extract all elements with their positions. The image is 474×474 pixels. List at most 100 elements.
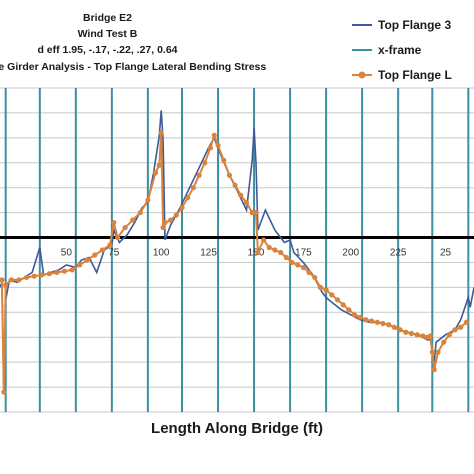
series-top-flange-l-point [463,319,470,325]
series-top-flange-l-point [158,130,164,136]
series-top-flange-l-point [111,219,117,226]
series-top-flange-l-point [173,212,179,218]
series-top-flange-l-point [397,327,403,333]
series-top-flange-l-point [351,312,358,318]
series-top-flange-l-point [54,269,60,276]
x-tick-label: 175 [295,248,312,259]
series-top-flange-l-point [137,210,143,216]
series-top-flange-l-point [69,267,75,273]
series-top-flange-l-point [46,271,52,277]
series-top-flange-l-point [99,247,105,253]
legend-entry-top-flange-l: Top Flange L [378,68,452,82]
x-tick-label: 225 [390,248,407,259]
series-top-flange-l-point [232,182,238,188]
series-top-flange-l-point [31,273,37,279]
series-top-flange-l-point [3,282,9,288]
series-top-flange-l-point [300,264,306,271]
series-top-flange-l-point [346,307,352,313]
series-top-flange-l-point [0,277,5,283]
series-top-flange-l-point [323,287,329,293]
series-top-flange-l-point [107,242,113,248]
series-top-flange-l-point [243,200,250,206]
series-top-flange-l-point [340,302,346,308]
series-top-flange-l-point [329,292,335,298]
series-top-flange-l-point [145,197,151,203]
chart-title-line-2: Wind Test B [77,28,138,40]
series-top-flange-l-point [84,257,90,263]
series-top-flange-l-point [207,145,214,151]
series-top-flange-l-point [162,219,168,226]
series-top-flange-l-point [391,324,397,330]
series-top-flange-l-point [380,320,386,327]
series-top-flange-l-point [196,172,202,178]
series-top-flange-l-point [226,172,233,178]
series-top-flange-l-point [255,249,261,256]
series-top-flange-l-point [160,224,166,231]
series-top-flange-l-point [156,162,162,168]
series-top-flange-l-point [429,349,435,355]
series-top-flange-l-point [215,142,221,148]
series-top-flange-l-point [408,330,415,337]
series-top-flange-l-point [152,170,159,176]
series-top-flange-l-point [168,217,174,223]
series-top-flange-l-point [369,318,375,324]
series-top-flange-l-point [386,322,392,328]
series-top-flange-l-point [334,297,341,303]
series-top-flange-l-point [414,332,420,338]
series-top-flange-l-point [114,234,121,241]
chart-title-line-3: d eff 1.95, -.17, -.22, .27, 0.64 [37,44,178,56]
series-top-flange-l-point [446,332,452,338]
series-top-flange-l-point [122,224,128,231]
series-top-flange-l-point [452,327,458,333]
chart-title-line-4: ne Girder Analysis - Top Flange Lateral … [0,61,267,73]
series-top-flange-l-point [266,244,272,251]
legend-entry-top-flange-3: Top Flange 3 [378,18,452,32]
series-top-flange-l-point [16,277,22,283]
series-top-flange-l-point [278,249,284,256]
series-top-flange-l-point [238,192,244,198]
series-top-flange-l-point [249,210,255,216]
x-tick-label: 50 [61,248,73,259]
series-top-flange-l-point [92,252,98,258]
x-tick-label: 200 [342,248,359,259]
series-top-flange-l-point [435,349,441,355]
x-tick-label: 100 [153,248,170,259]
series-top-flange-l-point [312,274,318,281]
series-top-flange-l-point [431,367,437,373]
series-top-flange-l-point [403,329,409,335]
series-top-flange-l-point [23,274,30,281]
chart-title-line-1: Bridge E2 [82,12,132,24]
x-tick-label: 25 [440,248,452,259]
series-top-flange-l-point [253,210,259,216]
series-top-flange-l-point [179,205,185,211]
series-top-flange-l-point [374,319,380,325]
series-top-flange-l-point [61,268,68,274]
series-top-flange-l-point [427,333,433,339]
series-top-flange-l-point [202,160,208,166]
legend-marker-top-flange-l [358,71,366,79]
series-top-flange-l-point [8,277,14,283]
series-top-flange-l-point [190,185,196,191]
series-top-flange-l-point [289,259,295,266]
series-top-flange-l-point [458,324,464,330]
series-top-flange-l-point [295,262,301,268]
series-top-flange-l-point [211,132,217,138]
series-top-flange-l-point [306,269,312,276]
series-top-flange-l-point [317,284,324,290]
series-top-flange-l-point [77,262,83,268]
series-top-flange-l-point [185,195,191,201]
series-top-flange-l-point [1,389,7,395]
series-top-flange-l-point [441,339,447,345]
series-top-flange-l-point [260,237,267,243]
x-tick-label: 125 [200,248,217,259]
series-top-flange-l-point [221,157,227,163]
series-top-flange-l-point [272,247,278,253]
x-axis-label: Length Along Bridge (ft) [151,420,323,437]
legend-entry-x-frame: x-frame [378,43,422,57]
x-tick-label: 75 [108,248,120,259]
series-top-flange-l-point [283,254,289,261]
series-top-flange-l-point [357,314,363,320]
series-top-flange-l-point [363,317,369,323]
series-top-flange-l-point [39,272,45,278]
